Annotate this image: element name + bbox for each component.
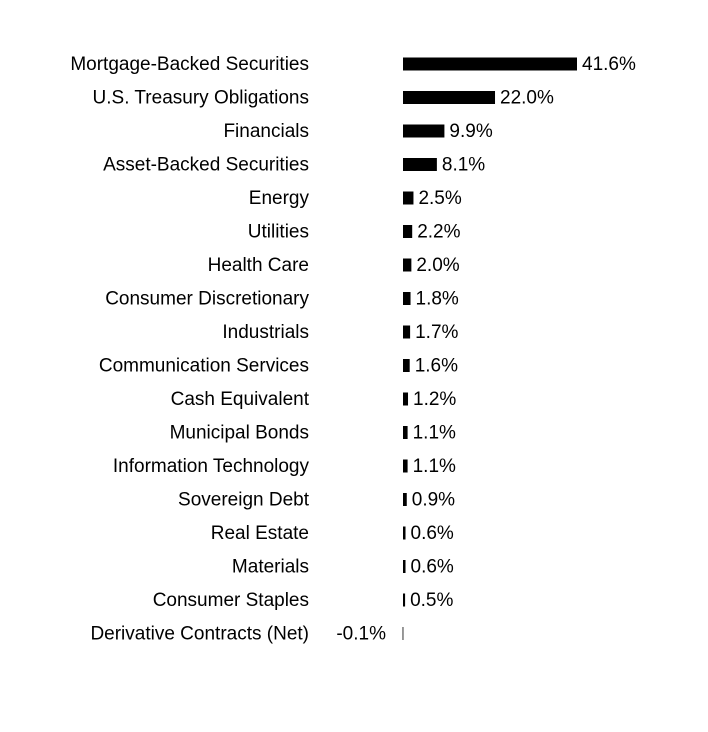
category-label: Cash Equivalent — [171, 389, 310, 410]
category-label: Mortgage-Backed Securities — [70, 54, 309, 75]
bar — [403, 426, 408, 439]
category-label: Consumer Discretionary — [105, 289, 309, 310]
category-label: Asset-Backed Securities — [103, 155, 309, 176]
bar — [403, 493, 407, 506]
bar — [403, 593, 406, 607]
category-label: U.S. Treasury Obligations — [93, 88, 309, 109]
category-label: Communication Services — [99, 356, 309, 377]
category-label: Utilities — [248, 222, 309, 243]
category-label: Energy — [249, 188, 310, 209]
category-label: Municipal Bonds — [170, 423, 309, 444]
value-label: 41.6% — [582, 54, 636, 75]
value-label: 9.9% — [449, 121, 492, 142]
value-label: 0.6% — [411, 557, 454, 578]
category-label: Health Care — [208, 255, 309, 276]
bar — [403, 57, 577, 71]
bar — [403, 359, 410, 372]
category-label: Consumer Staples — [153, 590, 309, 611]
bar — [403, 526, 406, 540]
value-label: 2.0% — [416, 255, 459, 276]
bar — [403, 392, 409, 406]
value-label: 1.6% — [415, 356, 458, 377]
bar — [403, 191, 414, 205]
category-label: Sovereign Debt — [178, 490, 310, 511]
bar — [403, 459, 408, 473]
bar — [403, 258, 412, 272]
category-label: Materials — [232, 557, 309, 578]
bar — [403, 225, 413, 238]
value-label: 0.5% — [410, 590, 453, 611]
value-label: -0.1% — [336, 624, 386, 645]
category-label: Derivative Contracts (Net) — [90, 624, 309, 645]
bar — [402, 627, 404, 640]
category-label: Financials — [223, 121, 309, 142]
value-label: 1.7% — [415, 322, 458, 343]
bar — [403, 560, 406, 573]
value-label: 1.1% — [413, 423, 456, 444]
value-label: 8.1% — [442, 155, 485, 176]
value-label: 0.6% — [411, 523, 454, 544]
bar — [403, 158, 437, 171]
bar — [403, 124, 445, 138]
value-label: 2.5% — [418, 188, 461, 209]
category-label: Real Estate — [211, 523, 309, 544]
value-label: 22.0% — [500, 88, 554, 109]
value-label: 2.2% — [417, 222, 460, 243]
value-label: 0.9% — [412, 490, 455, 511]
value-label: 1.8% — [416, 289, 459, 310]
value-label: 1.1% — [413, 456, 456, 477]
bar — [403, 292, 411, 305]
value-label: 1.2% — [413, 389, 456, 410]
bar — [403, 91, 496, 104]
category-label: Industrials — [222, 322, 309, 343]
category-label: Information Technology — [113, 456, 310, 477]
bar — [403, 325, 411, 339]
